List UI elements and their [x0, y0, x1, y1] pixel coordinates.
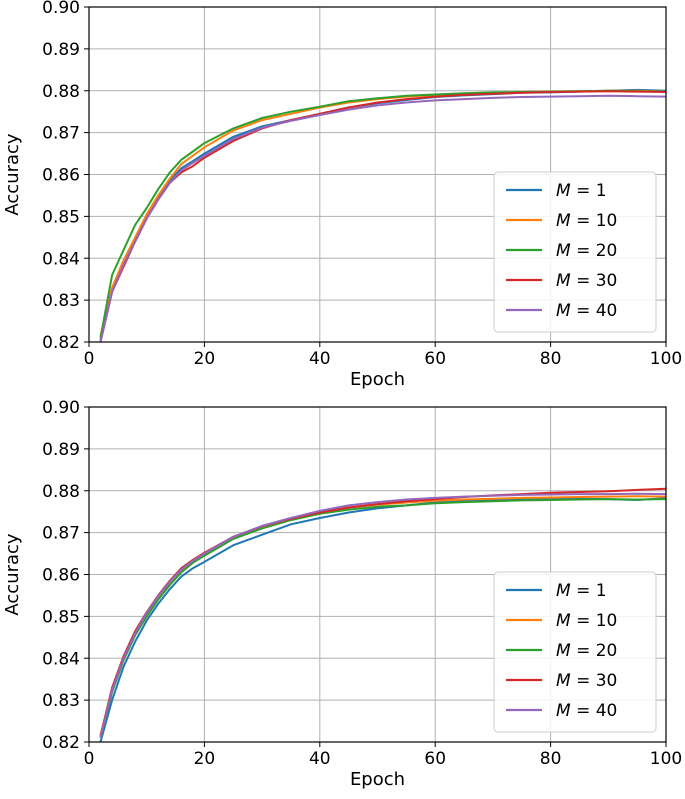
- y-tick-label: 0.89: [42, 40, 80, 60]
- x-axis-label: Epoch: [350, 769, 405, 790]
- bottom-chart-panel: 0 20 40 60 80 100 0.82 0.83 0.84 0.85 0.86 0.87 0.88…: [2, 398, 682, 790]
- legend-label-0: M = 1: [556, 581, 607, 601]
- legend-label-4: M = 40: [556, 301, 617, 321]
- legend-label-2: M = 20: [556, 241, 617, 261]
- y-tick-label: 0.90: [42, 398, 80, 418]
- y-tick-label: 0.86: [42, 166, 80, 186]
- legend: M = 1 M = 10 M = 20 M = 30 M = 40: [493, 171, 657, 333]
- series-lines: [99, 487, 666, 742]
- x-tick-label: 40: [309, 349, 331, 369]
- x-tick-label: 20: [194, 349, 216, 369]
- x-tick-label: 60: [424, 749, 446, 769]
- x-axis-label: Epoch: [350, 369, 405, 390]
- legend-box: [493, 571, 657, 733]
- legend-label-0: M = 1: [556, 181, 607, 201]
- y-tick-label: 0.88: [42, 82, 80, 102]
- y-tick-label: 0.90: [42, 0, 80, 18]
- y-tick-label: 0.87: [42, 524, 80, 544]
- y-tick-label: 0.85: [42, 607, 80, 627]
- legend-label-3: M = 30: [556, 671, 617, 691]
- y-tick-label: 0.88: [42, 482, 80, 502]
- y-tick-label: 0.82: [42, 733, 80, 753]
- legend-box: [493, 171, 657, 333]
- x-tick-label: 20: [194, 749, 216, 769]
- series-lines: [99, 88, 666, 342]
- x-tick-label: 80: [540, 749, 562, 769]
- y-tick-label: 0.86: [42, 566, 80, 586]
- top-chart-panel: 0 20 40 60 80 100 0.82 0.83 0.84 0.85 0.86 0.87 0.88…: [2, 0, 682, 390]
- series-line-4: [99, 492, 666, 739]
- y-tick-label: 0.83: [42, 691, 80, 711]
- legend-label-2: M = 20: [556, 641, 617, 661]
- x-tick-label: 100: [650, 349, 682, 369]
- x-tick-label: 0: [84, 349, 95, 369]
- y-tick-label: 0.84: [42, 249, 80, 269]
- series-line-2: [99, 498, 666, 739]
- x-tick-label: 0: [84, 749, 95, 769]
- x-tick-label: 100: [650, 749, 682, 769]
- y-axis-label: Accuracy: [2, 533, 23, 616]
- series-line-4: [99, 94, 666, 342]
- y-tick-label: 0.87: [42, 124, 80, 144]
- y-tick-label: 0.84: [42, 649, 80, 669]
- legend-label-1: M = 10: [556, 611, 617, 631]
- y-tick-label: 0.83: [42, 291, 80, 311]
- x-tick-label: 40: [309, 749, 331, 769]
- x-tick-label: 80: [540, 349, 562, 369]
- y-tick-label: 0.85: [42, 207, 80, 227]
- legend-label-3: M = 30: [556, 271, 617, 291]
- legend-label-4: M = 40: [556, 701, 617, 721]
- x-tick-label: 60: [424, 349, 446, 369]
- y-axis-label: Accuracy: [2, 133, 23, 216]
- y-tick-label: 0.82: [42, 333, 80, 353]
- legend: M = 1 M = 10 M = 20 M = 30 M = 40: [493, 571, 657, 733]
- legend-label-1: M = 10: [556, 211, 617, 231]
- y-tick-label: 0.89: [42, 440, 80, 460]
